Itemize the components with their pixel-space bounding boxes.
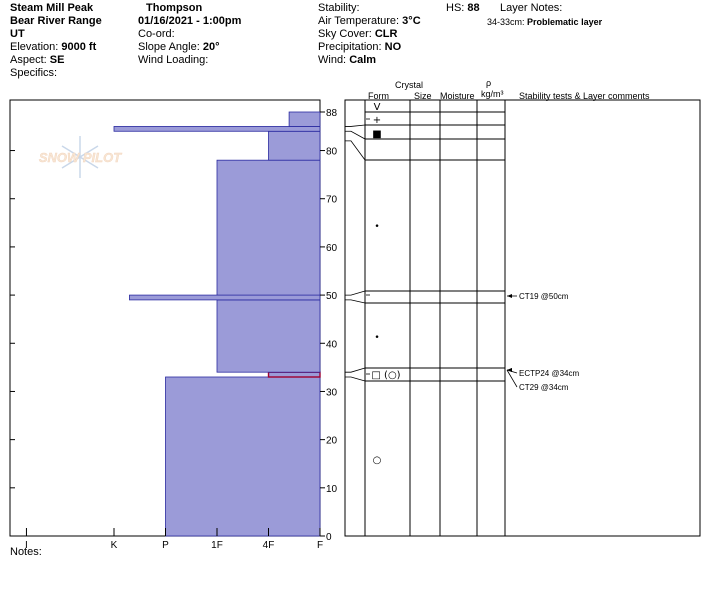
aspect-label: Aspect: <box>10 54 47 66</box>
hardness-panel: 0 10 20 30 40 50 60 70 80 88 I K P 1F 4F F <box>9 99 338 551</box>
size-header: Size <box>414 91 432 101</box>
state: UT <box>10 28 25 40</box>
rho-header: ρ <box>486 78 492 88</box>
wind-row: Wind: Calm <box>318 54 376 67</box>
air-temp-label: Air Temperature: <box>318 15 400 27</box>
hardness-layer-bar <box>268 130 321 161</box>
layer-note-depth: 34-33cm: <box>487 17 525 27</box>
cm-tick-label: 10 <box>326 484 338 495</box>
cm-tick-label: 80 <box>326 147 338 158</box>
cm-tick-label: 88 <box>326 108 338 119</box>
slope-value: 20° <box>202 41 220 53</box>
precip-label: Precipitation: <box>318 41 382 53</box>
crystal-form-glyph: ■ <box>372 129 381 140</box>
wind-loading-label: Wind Loading: <box>138 54 209 66</box>
hs-label: HS: <box>446 2 465 14</box>
hardness-layer-bar <box>216 159 321 296</box>
wind-value: Calm <box>349 54 377 66</box>
air-temp-value: 3°C <box>402 15 421 27</box>
stability-test-label: CT29 @34cm <box>519 383 569 392</box>
depth-connector <box>345 376 366 382</box>
test-arrow-head <box>507 368 512 372</box>
crystal-form-glyph: + <box>373 115 381 126</box>
watermark-text: SNOW PILOT <box>39 150 122 165</box>
hardness-layer-bar <box>216 299 321 373</box>
precip-value: NO <box>384 41 402 53</box>
stability-test-label: CT19 @50cm <box>519 292 569 301</box>
air-temp-row: Air Temperature: 3°C <box>318 15 421 28</box>
crystal-header: Crystal <box>395 80 424 90</box>
observer: Thompson <box>146 2 203 14</box>
stability-test-label: ECTP24 @34cm <box>519 369 579 378</box>
hardness-layer-bar <box>267 371 321 378</box>
layer-note-text: Problematic layer <box>527 17 603 27</box>
moisture-header: Moisture <box>440 91 475 101</box>
sky-row: Sky Cover: CLR <box>318 28 397 41</box>
depth-connector <box>345 367 366 373</box>
hardness-tick-label: F <box>317 540 323 551</box>
depth-connector <box>345 299 366 304</box>
slope-row: Slope Angle: 20° <box>138 41 219 54</box>
hs-value: 88 <box>467 2 480 14</box>
layer-notes-label: Layer Notes: <box>500 2 563 14</box>
comments-header: Stability tests & Layer comments <box>519 91 650 101</box>
slope-label: Slope Angle: <box>138 41 200 53</box>
stability-label: Stability: <box>318 2 360 14</box>
hardness-layer-bar <box>129 294 321 301</box>
hardness-tick-label: 4F <box>263 540 275 551</box>
depth-connector <box>345 130 366 140</box>
crystal-table: V + ■ • • □ (○) ○ <box>344 99 701 537</box>
crystal-form-glyph: V <box>374 102 381 113</box>
crystal-form-glyph: ○ <box>373 455 382 466</box>
notes-label: Notes: <box>10 546 42 558</box>
cm-tick-label: 0 <box>326 532 332 543</box>
sky-label: Sky Cover: <box>318 28 372 40</box>
layer-note: 34-33cm: Problematic layer <box>487 16 602 29</box>
snowflake-icon <box>61 136 99 178</box>
table-frame <box>344 99 701 537</box>
cm-tick-label: 60 <box>326 243 338 254</box>
crystal-form-glyph: • <box>374 333 379 343</box>
crystal-form-glyph: • <box>374 222 379 232</box>
range: Bear River Range <box>10 15 102 27</box>
sky-value: CLR <box>374 28 398 40</box>
cm-tick-label: 30 <box>326 387 338 398</box>
hardness-tick-label: 1F <box>211 540 223 551</box>
depth-connector <box>345 140 366 161</box>
precip-row: Precipitation: NO <box>318 41 401 54</box>
hardness-layer-bar <box>113 126 321 132</box>
crystal-form-glyph: □ (○) <box>371 370 400 381</box>
cm-tick-label: 70 <box>326 195 338 206</box>
wind-label: Wind: <box>318 54 347 66</box>
hardness-layer-bar <box>165 376 321 537</box>
cm-tick-label: 40 <box>326 339 338 350</box>
comments-panel: CT19 @50cm ECTP24 @34cm CT29 @34cm <box>506 292 579 392</box>
hardness-tick-label: P <box>162 540 169 551</box>
hardness-layer-bar <box>288 111 321 127</box>
cm-tick-label: 20 <box>326 436 338 447</box>
form-header: Form <box>368 91 389 101</box>
aspect-value: SE <box>49 54 65 66</box>
location: Steam Mill Peak <box>10 2 94 14</box>
datetime: 01/16/2021 - 1:00pm <box>138 15 242 27</box>
depth-connector <box>345 290 366 296</box>
hardness-tick-label: I <box>25 540 28 551</box>
test-arrow-line <box>506 369 518 388</box>
elevation-row: Elevation: 9000 ft <box>10 41 96 54</box>
aspect-row: Aspect: SE <box>10 54 64 67</box>
depth-connector <box>345 124 366 127</box>
hs-row: HS: 88 <box>446 2 480 15</box>
cm-tick-label: 50 <box>326 291 338 302</box>
test-arrow-head <box>507 294 512 298</box>
specifics-label: Specifics: <box>10 67 58 79</box>
elevation-label: Elevation: <box>10 41 59 53</box>
snowpilot-logo: SNOW PILOT <box>39 136 122 178</box>
density-unit-header: kg/m³ <box>481 89 504 99</box>
elevation-value: 9000 ft <box>61 41 97 53</box>
coord-label: Co-ord: <box>138 28 175 40</box>
hardness-tick-label: K <box>111 540 118 551</box>
